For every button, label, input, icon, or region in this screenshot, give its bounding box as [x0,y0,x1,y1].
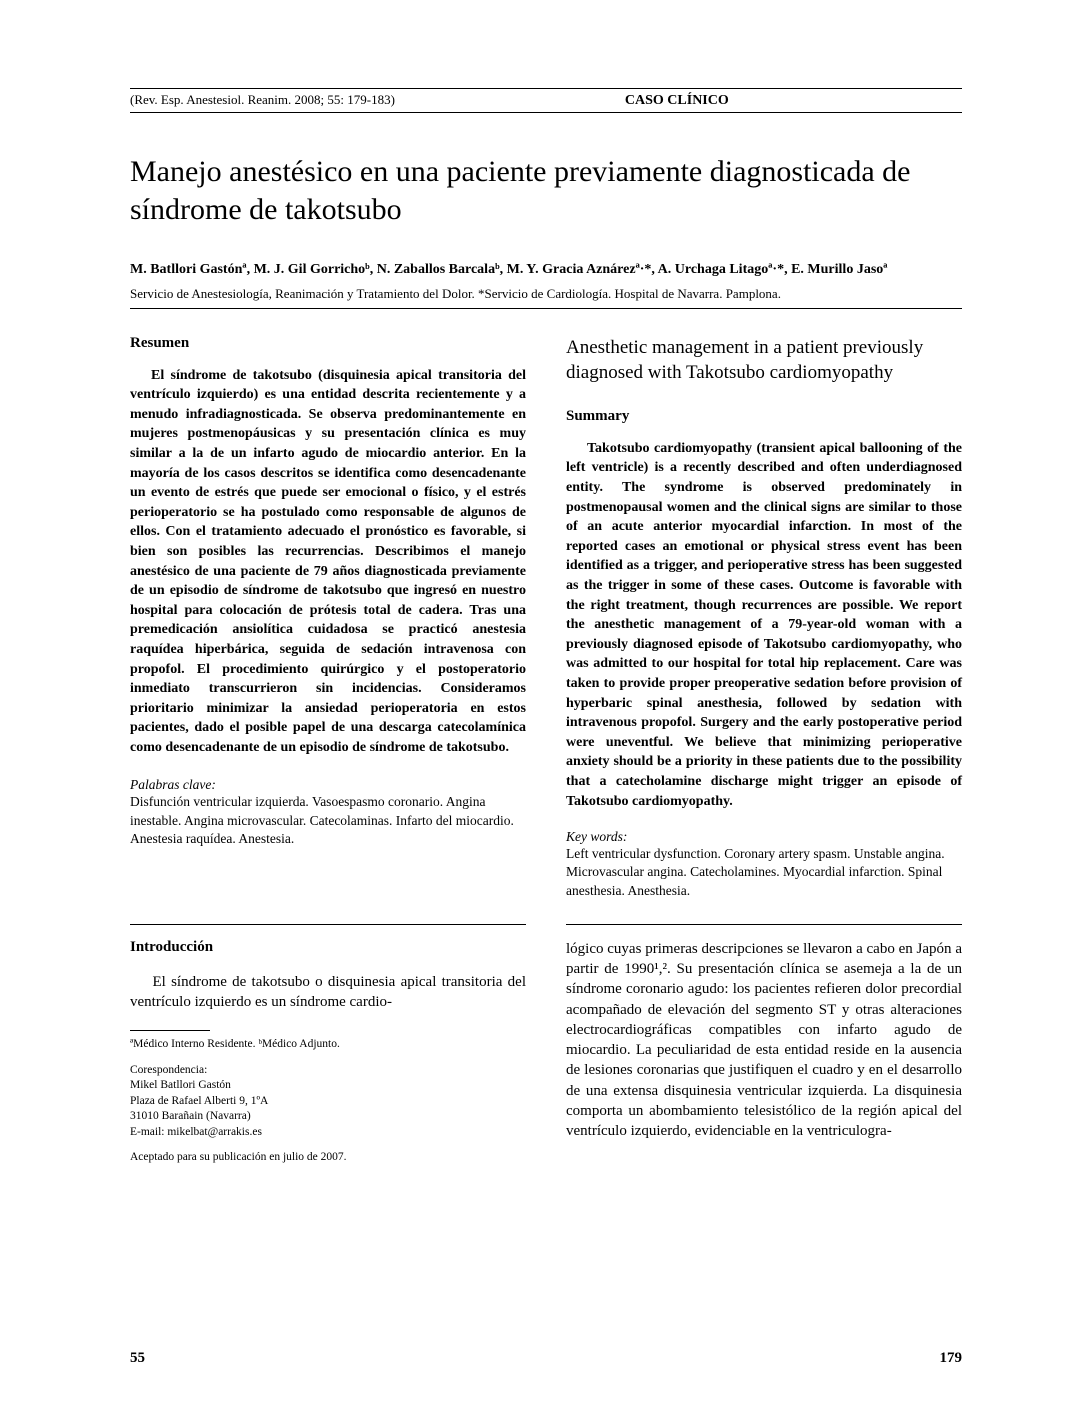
citation: (Rev. Esp. Anestesiol. Reanim. 2008; 55:… [130,92,395,108]
volume-number: 55 [130,1350,145,1367]
correspondence-name: Mikel Batllori Gastón [130,1078,526,1094]
resumen-body: El síndrome de takotsubo (disquinesia ap… [130,366,526,758]
abstract-english-column: Anesthetic management in a patient previ… [566,335,962,900]
intro-rule [130,924,526,925]
article-title: Manejo anestésico en una paciente previa… [130,153,962,228]
summary-body: Takotsubo cardiomyopathy (transient apic… [566,439,962,811]
english-title: Anesthetic management in a patient previ… [566,335,962,386]
author-list: M. Batllori Gastónª, M. J. Gil Gorrichoᵇ… [130,260,962,280]
intro-rule-right [566,924,962,925]
intro-left-column: Introducción El síndrome de takotsubo o … [130,900,526,1166]
resumen-heading: Resumen [130,335,526,352]
summary-heading: Summary [566,408,962,425]
intro-columns: Introducción El síndrome de takotsubo o … [130,900,962,1166]
intro-left-body: El síndrome de takotsubo o disquinesia a… [130,972,526,1013]
section-label: CASO CLÍNICO [625,93,729,109]
intro-right-body: lógico cuyas primeras descripciones se l… [566,939,962,1142]
affiliation: Servicio de Anestesiología, Reanimación … [130,286,962,309]
keywords: Left ventricular dysfunction. Coronary a… [566,845,962,900]
palabras-clave-label: Palabras clave: [130,777,526,793]
correspondence-email: E-mail: mikelbat@arrakis.es [130,1125,526,1141]
correspondence-addr2: 31010 Barañain (Navarra) [130,1109,526,1125]
palabras-clave: Disfunción ventricular izquierda. Vasoes… [130,793,526,848]
accepted-date: Aceptado para su publicación en julio de… [130,1150,526,1166]
introduccion-heading: Introducción [130,939,526,956]
keywords-label: Key words: [566,829,962,845]
header-spacer [959,92,962,108]
footnote-roles: ªMédico Interno Residente. ᵇMédico Adjun… [130,1037,526,1053]
correspondence-label: Corespondencia: [130,1063,526,1079]
footnote-rule [130,1030,210,1031]
abstract-columns: Resumen El síndrome de takotsubo (disqui… [130,335,962,900]
page-number: 179 [940,1350,963,1367]
running-header: (Rev. Esp. Anestesiol. Reanim. 2008; 55:… [130,88,962,113]
intro-right-column: lógico cuyas primeras descripciones se l… [566,900,962,1166]
correspondence-addr1: Plaza de Rafael Alberti 9, 1ºA [130,1094,526,1110]
page-footer: 55 179 [130,1350,962,1367]
abstract-spanish-column: Resumen El síndrome de takotsubo (disqui… [130,335,526,900]
